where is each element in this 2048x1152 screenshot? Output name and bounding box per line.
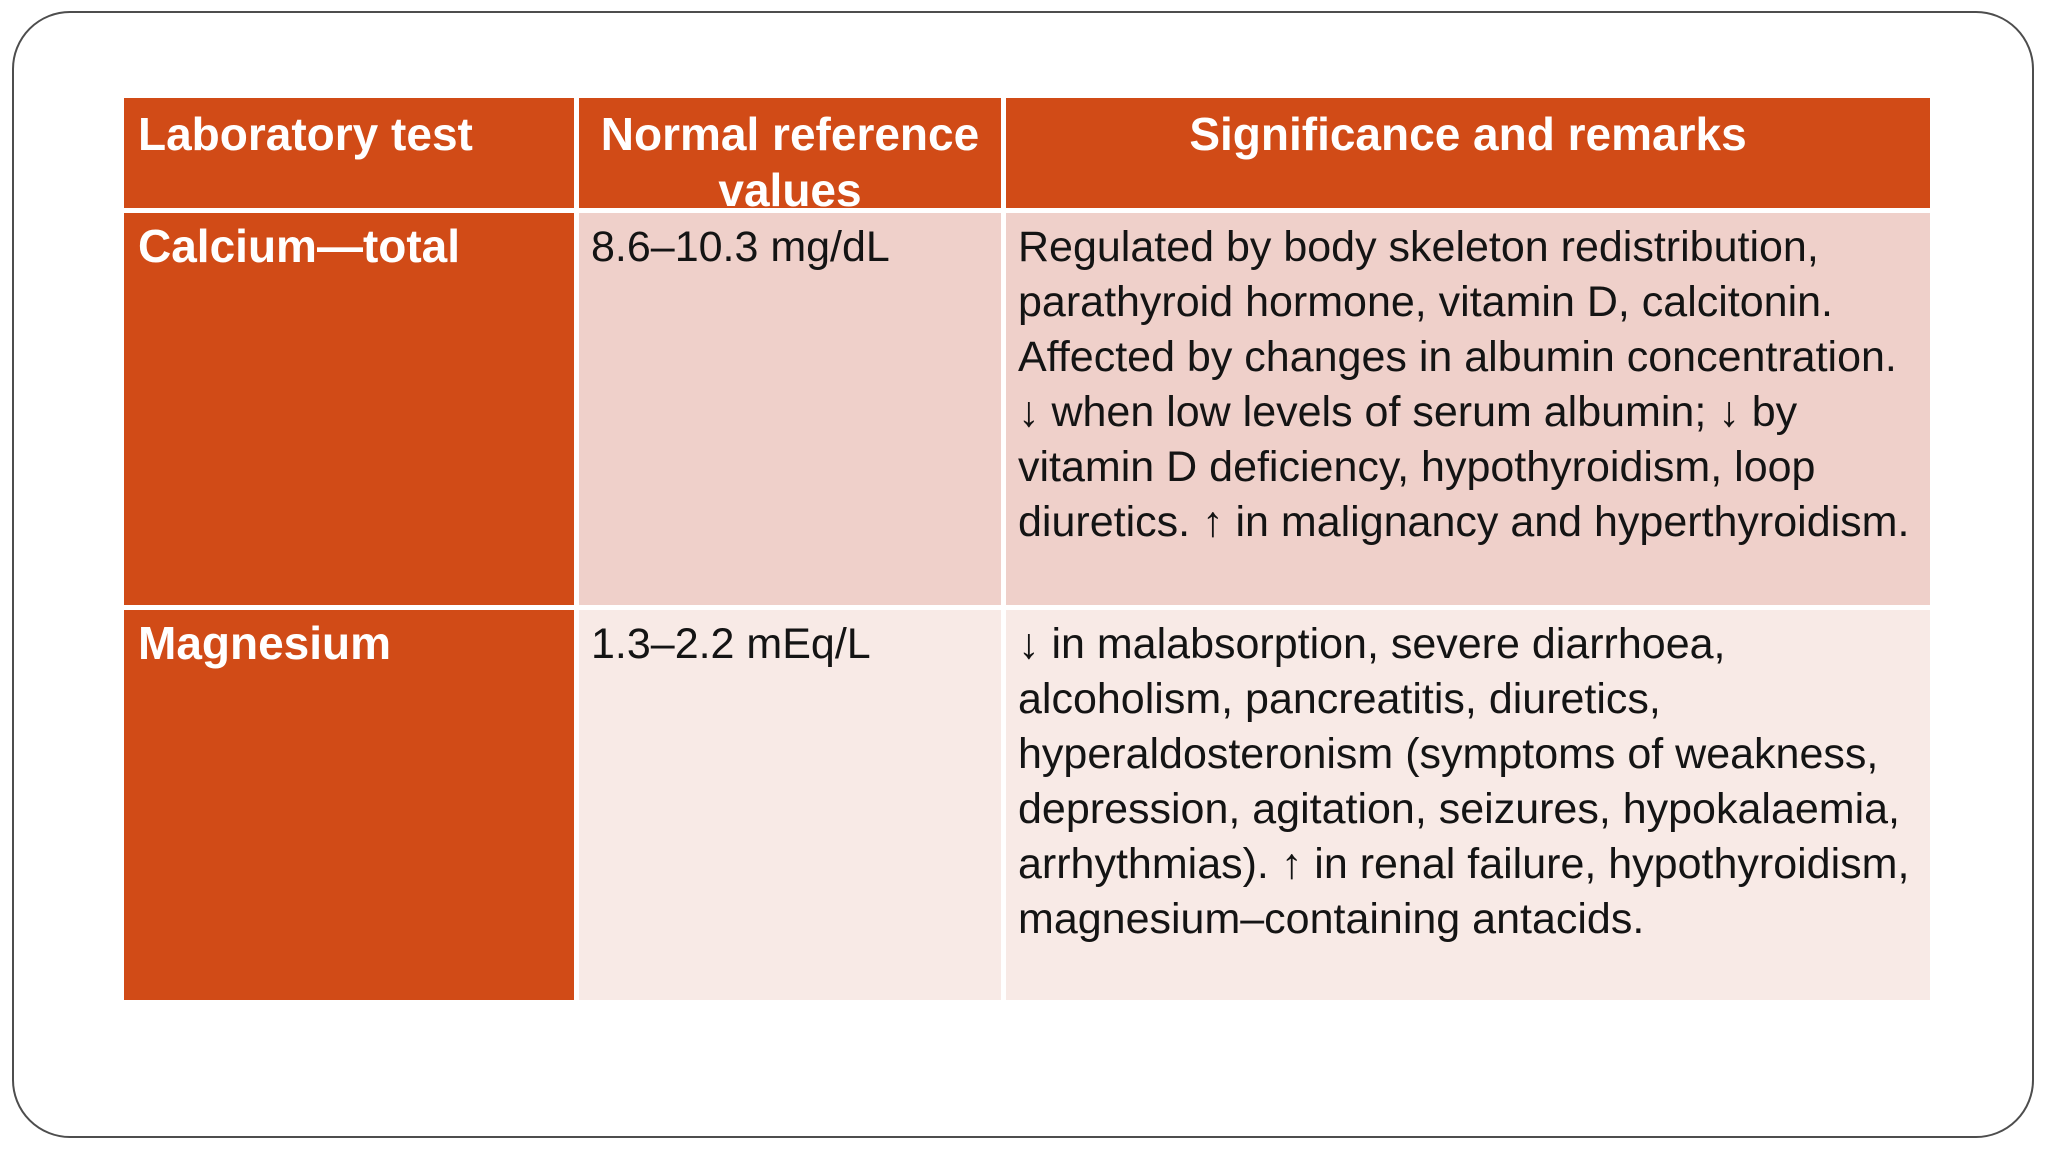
row-magnesium-reference-value: 1.3–2.2 mEq/L (579, 610, 1001, 1000)
row-magnesium-test-name: Magnesium (124, 610, 574, 1000)
column-header-significance-and-remarks: Significance and remarks (1006, 98, 1930, 208)
row-calcium-significance: Regulated by body skeleton redistributio… (1006, 213, 1930, 605)
column-header-normal-reference-values: Normal reference values (579, 98, 1001, 208)
lab-values-table: Laboratory test Normal reference values … (124, 98, 1930, 1000)
row-calcium-reference-value: 8.6–10.3 mg/dL (579, 213, 1001, 605)
column-header-laboratory-test: Laboratory test (124, 98, 574, 208)
row-magnesium-significance: ↓ in malabsorption, severe diarrhoea, al… (1006, 610, 1930, 1000)
row-calcium-test-name: Calcium—total (124, 213, 574, 605)
